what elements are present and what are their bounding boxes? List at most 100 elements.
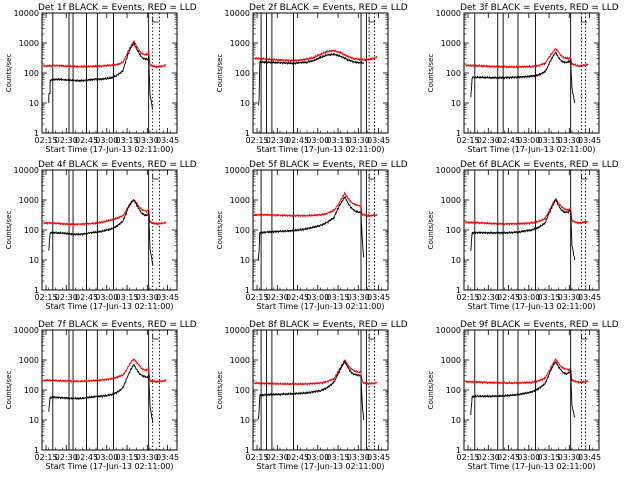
x-axis-label: Start Time (17-Jun-13 02:11:00): [46, 302, 174, 311]
y-tick-label: 10: [240, 99, 250, 108]
x-tick-label: 02:45: [497, 453, 520, 462]
x-tick-label: 02:30: [266, 136, 289, 145]
x-axis-label: Start Time (17-Jun-13 02:11:00): [468, 462, 596, 471]
x-tick-label: 02:45: [75, 293, 98, 302]
y-tick-label: 1: [245, 129, 250, 138]
y-tick-label: 10000: [225, 9, 250, 18]
y-tick-label: 10: [29, 416, 39, 425]
x-tick-label: 03:45: [367, 453, 390, 462]
y-axis-label: Counts/sec: [5, 371, 13, 410]
y-tick-label: 10: [29, 256, 39, 265]
panel-title: Det 1f BLACK = Events, RED = LLD: [38, 3, 197, 13]
x-axis-label: Start Time (17-Jun-13 02:11:00): [257, 145, 385, 154]
y-tick-label: 1000: [441, 196, 461, 205]
corner-bracket: [581, 17, 588, 23]
x-tick-label: 03:30: [347, 136, 370, 145]
x-tick-label: 03:30: [136, 453, 159, 462]
panel-det-8f: Det 8f BLACK = Events, RED = LLD Counts/s…: [216, 320, 408, 471]
x-tick-label: 02:45: [286, 136, 309, 145]
y-axis-label: Counts/sec: [427, 54, 435, 93]
y-axis-label: Counts/sec: [5, 211, 13, 250]
panel-det-1f: Det 1f BLACK = Events, RED = LLD Counts/s…: [5, 3, 197, 154]
series-line-events: [470, 361, 576, 418]
y-tick-label: 10000: [14, 326, 39, 335]
y-tick-label: 1000: [230, 196, 250, 205]
panel-det-4f: Det 4f BLACK = Events, RED = LLD Counts/s…: [5, 160, 197, 311]
panel-title: Det 9f BLACK = Events, RED = LLD: [460, 320, 619, 330]
x-tick-label: 03:30: [558, 136, 581, 145]
x-tick-label: 03:00: [95, 453, 118, 462]
panel-det-2f: Det 2f BLACK = Events, RED = LLD Counts/s…: [216, 3, 408, 154]
y-tick-label: 10000: [436, 166, 461, 175]
y-tick-label: 10000: [436, 9, 461, 18]
y-tick-label: 1000: [230, 39, 250, 48]
y-tick-label: 1000: [441, 356, 461, 365]
series-line-lld: [253, 191, 378, 218]
y-axis-label: Counts/sec: [216, 371, 224, 410]
corner-bracket: [152, 174, 159, 180]
y-tick-label: 1: [34, 446, 39, 455]
y-tick-label: 100: [446, 69, 461, 78]
y-axis-label: Counts/sec: [427, 371, 435, 410]
panel-title: Det 5f BLACK = Events, RED = LLD: [249, 160, 408, 170]
series-line-events: [470, 199, 576, 261]
x-tick-label: 03:45: [578, 293, 601, 302]
x-axis-label: Start Time (17-Jun-13 02:11:00): [468, 302, 596, 311]
y-tick-label: 10000: [436, 326, 461, 335]
x-tick-label: 03:45: [367, 293, 390, 302]
x-tick-label: 02:30: [266, 293, 289, 302]
x-tick-label: 03:00: [95, 136, 118, 145]
x-tick-label: 03:30: [558, 293, 581, 302]
x-axis-label: Start Time (17-Jun-13 02:11:00): [468, 145, 596, 154]
plot-frame: [41, 169, 178, 291]
corner-bracket: [368, 17, 376, 23]
corner-bracket: [152, 17, 159, 23]
x-tick-label: 02:15: [35, 453, 58, 462]
y-tick-label: 100: [235, 226, 250, 235]
series-line-events: [257, 360, 365, 421]
x-tick-label: 02:30: [477, 453, 500, 462]
x-tick-label: 02:45: [286, 453, 309, 462]
corner-bracket: [152, 334, 159, 340]
y-axis-label: Counts/sec: [427, 211, 435, 250]
y-tick-label: 100: [24, 69, 39, 78]
series-line-lld: [465, 197, 589, 226]
series-line-lld: [465, 48, 589, 69]
plot-frame: [41, 329, 178, 451]
y-tick-label: 100: [235, 69, 250, 78]
panel-title: Det 7f BLACK = Events, RED = LLD: [38, 320, 197, 330]
y-tick-label: 10000: [14, 166, 39, 175]
y-tick-label: 1000: [19, 356, 39, 365]
x-tick-label: 02:30: [477, 293, 500, 302]
x-tick-label: 02:15: [246, 293, 269, 302]
x-axis-label: Start Time (17-Jun-13 02:11:00): [46, 462, 174, 471]
y-tick-label: 100: [24, 386, 39, 395]
y-tick-label: 1: [456, 286, 461, 295]
y-tick-label: 1000: [441, 39, 461, 48]
x-tick-label: 03:00: [306, 136, 329, 145]
y-tick-label: 100: [446, 226, 461, 235]
x-tick-label: 02:15: [35, 136, 58, 145]
x-tick-label: 03:30: [347, 293, 370, 302]
panel-det-3f: Det 3f BLACK = Events, RED = LLD Counts/s…: [427, 3, 619, 154]
series-line-events: [48, 42, 154, 110]
x-tick-label: 03:30: [558, 453, 581, 462]
x-tick-label: 02:15: [457, 453, 480, 462]
x-tick-label: 02:30: [55, 293, 78, 302]
x-tick-label: 03:15: [327, 293, 350, 302]
x-tick-label: 02:15: [246, 136, 269, 145]
x-tick-label: 03:15: [538, 293, 561, 302]
panel-det-6f: Det 6f BLACK = Events, RED = LLD Counts/s…: [427, 160, 619, 311]
series-line-lld: [253, 359, 378, 386]
corner-bracket: [581, 334, 588, 340]
x-axis-label: Start Time (17-Jun-13 02:11:00): [46, 145, 174, 154]
x-tick-label: 02:15: [246, 453, 269, 462]
panel-title: Det 2f BLACK = Events, RED = LLD: [249, 3, 408, 13]
y-axis-label: Counts/sec: [5, 54, 13, 93]
y-tick-label: 10: [451, 99, 461, 108]
plot-frame: [252, 169, 389, 291]
plot-frame: [252, 329, 389, 451]
plot-frame: [463, 12, 600, 134]
series-line-lld: [464, 358, 589, 385]
